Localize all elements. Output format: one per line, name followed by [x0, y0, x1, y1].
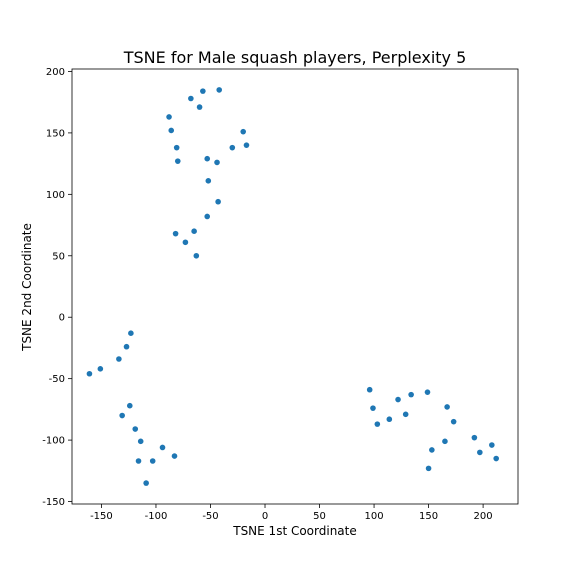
data-point	[395, 396, 401, 403]
data-point	[168, 127, 175, 134]
data-point	[477, 449, 483, 456]
y-tick-label: 100	[46, 190, 65, 201]
data-point	[128, 330, 134, 336]
data-point	[132, 426, 139, 432]
data-point	[243, 142, 250, 148]
data-point	[424, 389, 431, 395]
data-point	[200, 88, 206, 94]
x-axis-label: TSNE 1st Coordinate	[232, 524, 357, 538]
data-point	[143, 480, 149, 486]
axis-ticks: -150 -100 -50 0 50 100 150 200 -150 -100 -50 0 50 100…	[42, 67, 492, 522]
data-point	[370, 405, 376, 411]
data-point	[471, 434, 478, 441]
data-point	[493, 455, 499, 462]
chart-title: TSNE for Male squash players, Perplexity…	[123, 48, 467, 67]
data-point	[119, 412, 125, 419]
data-point	[126, 402, 133, 409]
y-tick-label: 50	[52, 251, 65, 262]
data-point	[182, 239, 189, 246]
data-point	[386, 416, 393, 423]
plot-frame	[71, 68, 519, 505]
data-point	[171, 453, 178, 459]
data-point	[188, 95, 194, 102]
data-point	[205, 178, 212, 184]
x-tick-label: 0	[262, 511, 268, 522]
data-point	[215, 198, 221, 205]
data-point	[366, 386, 373, 393]
data-point	[123, 343, 130, 350]
x-tick-label: -150	[90, 511, 113, 522]
y-tick-label: 150	[46, 128, 65, 139]
data-point	[173, 144, 180, 151]
data-point	[135, 458, 142, 464]
data-point	[204, 213, 211, 220]
data-point	[429, 447, 435, 453]
data-point	[174, 158, 181, 164]
data-point	[489, 442, 495, 448]
y-tick-label: -100	[42, 436, 65, 447]
data-point	[149, 458, 156, 464]
data-point	[450, 418, 457, 425]
data-point	[97, 366, 104, 372]
data-point	[442, 438, 448, 445]
data-point	[408, 391, 414, 398]
data-point	[166, 114, 172, 120]
data-point	[402, 411, 409, 418]
y-tick-label: -150	[42, 497, 65, 508]
x-tick-label: 50	[313, 511, 326, 522]
data-point	[229, 144, 236, 151]
data-point	[425, 465, 432, 472]
y-tick-label: 0	[59, 313, 65, 324]
y-axis-label: TSNE 2nd Coordinate	[20, 223, 34, 352]
data-point	[159, 444, 166, 451]
data-point	[214, 159, 220, 166]
data-point	[137, 438, 144, 445]
data-points	[86, 87, 499, 486]
data-point	[196, 104, 203, 110]
data-point	[216, 87, 223, 93]
data-point	[240, 128, 247, 135]
x-tick-label: 200	[474, 511, 493, 522]
data-point	[86, 370, 93, 377]
data-point	[204, 155, 211, 162]
data-point	[193, 252, 200, 259]
data-point	[116, 356, 122, 362]
x-tick-label: -50	[202, 511, 218, 522]
x-tick-label: -100	[145, 511, 168, 522]
y-tick-label: -50	[49, 374, 65, 385]
data-point	[374, 421, 381, 427]
data-point	[444, 404, 450, 410]
x-tick-label: 100	[365, 511, 384, 522]
y-tick-label: 200	[46, 67, 65, 78]
x-tick-label: 150	[419, 511, 438, 522]
data-point	[191, 228, 197, 235]
data-point	[172, 230, 179, 237]
